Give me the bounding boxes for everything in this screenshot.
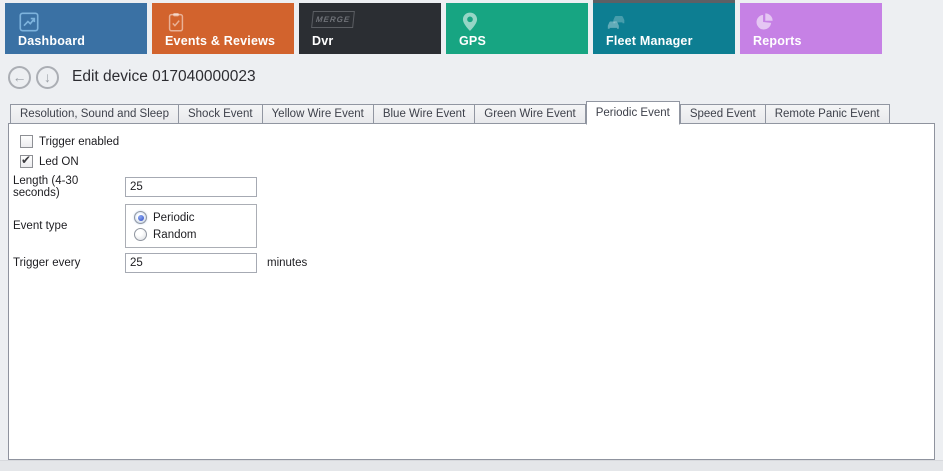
nav-tile-events-reviews[interactable]: Events & Reviews bbox=[152, 3, 294, 54]
trend-chart-icon bbox=[19, 12, 39, 32]
event-tab-strip: Resolution, Sound and Sleep Shock Event … bbox=[8, 100, 935, 125]
trigger-enabled-row: Trigger enabled bbox=[20, 135, 934, 148]
tab-remote-panic-event[interactable]: Remote Panic Event bbox=[765, 104, 890, 124]
nav-tile-label: Fleet Manager bbox=[606, 34, 693, 48]
merge-logo-icon: MERGE bbox=[311, 11, 355, 28]
led-on-checkbox[interactable] bbox=[20, 153, 33, 168]
nav-tile-label: GPS bbox=[459, 34, 486, 48]
periodic-event-panel: Trigger enabled Led ON Length (4-30 seco… bbox=[8, 123, 935, 460]
tab-periodic-event[interactable]: Periodic Event bbox=[585, 101, 680, 125]
back-button[interactable]: ← bbox=[8, 65, 31, 89]
tab-shock-event[interactable]: Shock Event bbox=[178, 104, 263, 124]
nav-tile-label: Dvr bbox=[312, 34, 334, 48]
tab-resolution-sound-sleep[interactable]: Resolution, Sound and Sleep bbox=[10, 104, 179, 124]
tab-blue-wire-event[interactable]: Blue Wire Event bbox=[373, 104, 476, 124]
periodic-radio[interactable] bbox=[134, 211, 147, 224]
page-title: Edit device 017040000023 bbox=[72, 68, 256, 85]
nav-tile-label: Reports bbox=[753, 34, 802, 48]
event-type-radio-group: Periodic Random bbox=[125, 204, 257, 248]
event-type-option-random[interactable]: Random bbox=[134, 228, 248, 241]
nav-tile-reports[interactable]: Reports bbox=[740, 3, 882, 54]
pie-chart-icon bbox=[756, 13, 773, 30]
length-row: Length (4-30 seconds) bbox=[13, 175, 934, 199]
nav-tile-dvr[interactable]: MERGE Dvr bbox=[299, 3, 441, 54]
nav-tile-gps[interactable]: GPS bbox=[446, 3, 588, 54]
led-on-label: Led ON bbox=[39, 155, 79, 168]
random-radio-label: Random bbox=[153, 228, 197, 241]
window-footer bbox=[0, 460, 943, 471]
tab-yellow-wire-event[interactable]: Yellow Wire Event bbox=[262, 104, 374, 124]
length-label: Length (4-30 seconds) bbox=[13, 175, 79, 199]
location-pin-icon bbox=[462, 12, 478, 31]
periodic-radio-label: Periodic bbox=[153, 211, 195, 224]
trigger-every-label: Trigger every bbox=[13, 257, 81, 269]
led-on-row: Led ON bbox=[20, 153, 934, 168]
nav-tile-label: Dashboard bbox=[18, 34, 86, 48]
download-button[interactable]: ↓ bbox=[36, 65, 59, 89]
back-arrow-icon: ← bbox=[12, 69, 27, 85]
trigger-enabled-checkbox[interactable] bbox=[20, 135, 33, 148]
trigger-every-suffix: minutes bbox=[267, 257, 308, 269]
page-header: ← ↓ Edit device 017040000023 bbox=[0, 54, 943, 100]
event-type-option-periodic[interactable]: Periodic bbox=[134, 211, 248, 224]
tab-speed-event[interactable]: Speed Event bbox=[679, 104, 766, 124]
trigger-every-row: Trigger every minutes bbox=[13, 253, 934, 273]
nav-tile-dashboard[interactable]: Dashboard bbox=[5, 3, 147, 54]
event-type-row: Event type Periodic Random bbox=[13, 204, 934, 248]
length-input[interactable] bbox=[125, 177, 257, 197]
trigger-enabled-label: Trigger enabled bbox=[39, 135, 120, 148]
nav-tile-label: Events & Reviews bbox=[165, 34, 276, 48]
random-radio[interactable] bbox=[134, 228, 147, 241]
nav-tile-fleet-manager[interactable]: Fleet Manager bbox=[593, 0, 735, 54]
tab-green-wire-event[interactable]: Green Wire Event bbox=[475, 104, 586, 124]
top-nav: Dashboard Events & Reviews MERGE Dvr GPS bbox=[0, 0, 943, 54]
down-arrow-icon: ↓ bbox=[44, 69, 51, 85]
trigger-every-input[interactable] bbox=[125, 253, 257, 273]
vehicles-icon bbox=[607, 16, 625, 29]
event-type-label: Event type bbox=[13, 220, 68, 232]
clipboard-check-icon bbox=[168, 13, 184, 32]
